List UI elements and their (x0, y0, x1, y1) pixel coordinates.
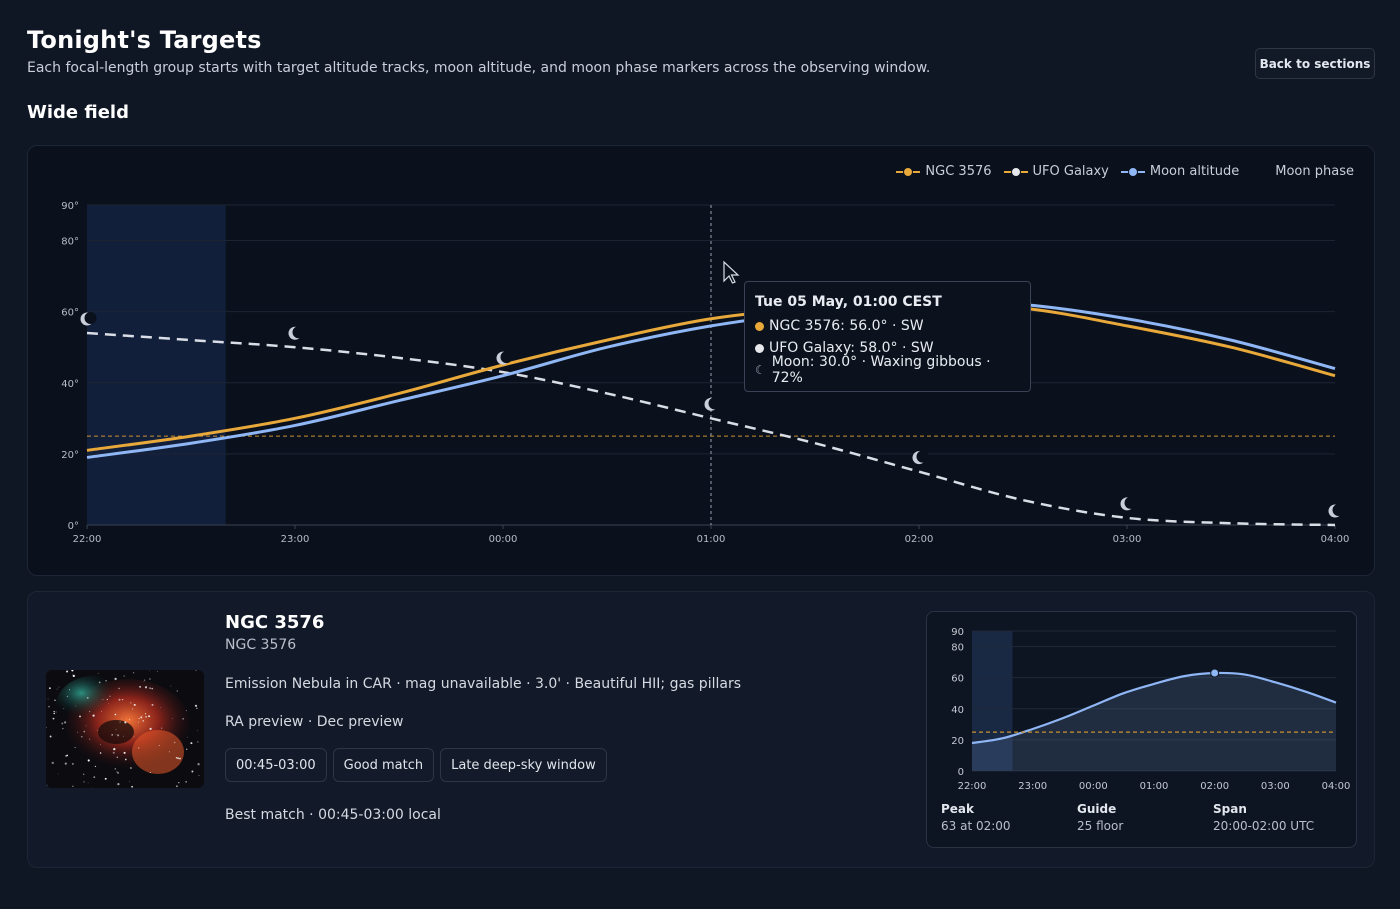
ufo-dot-icon (755, 343, 764, 353)
stat-label: Guide (1077, 802, 1117, 816)
tooltip-title: Tue 05 May, 01:00 CEST (755, 294, 942, 310)
crescent-moon-icon: ☾ (755, 363, 766, 377)
legend-label: Moon phase (1275, 164, 1354, 179)
altitude-area (972, 672, 1336, 771)
x-tick-label: 04:00 (1321, 534, 1350, 545)
x-tick-label: 02:00 (905, 534, 934, 545)
x-tick-label: 23:00 (281, 534, 310, 545)
moon-phase-shadow (292, 326, 305, 339)
moon-altitude-line (86, 331, 1336, 527)
x-tick-label: 23:00 (1018, 781, 1047, 792)
stat-span: Span 20:00-02:00 UTC (1213, 802, 1314, 833)
moon-phase-shadow (1124, 496, 1137, 509)
x-tick-label: 01:00 (1140, 781, 1169, 792)
chip-match-quality[interactable]: Good match (332, 748, 435, 782)
mini-altitude-chart[interactable]: 0 20 40 60 80 90 22:00 23:00 00:00 01:00 02:00 03:0… (927, 612, 1358, 849)
legend-label: NGC 3576 (925, 164, 992, 179)
target-chips: 00:45-03:00 Good match Late deep-sky win… (225, 748, 607, 782)
x-tick-label: 00:00 (489, 534, 518, 545)
y-tick-label: 0 (958, 767, 964, 778)
ufo-galaxy-line (86, 299, 1336, 459)
y-tick-label: 90 (951, 627, 964, 638)
x-tick-label: 02:00 (1200, 781, 1229, 792)
target-card-ngc-3576: NGC 3576 NGC 3576 Emission Nebula in CAR… (27, 591, 1375, 868)
target-name: NGC 3576 (225, 612, 325, 633)
legend-label: UFO Galaxy (1032, 164, 1109, 179)
moon-phase-shadow (84, 312, 97, 324)
legend-item-ngc-3576[interactable]: NGC 3576 (896, 164, 992, 179)
altitude-chart[interactable]: 0° 20° 40° 60° 80° 90° 22:00 23:00 00:00 01:00 02:… (28, 146, 1376, 577)
moon-phase-shadow (500, 351, 513, 364)
back-to-sections-button[interactable]: Back to sections (1255, 48, 1375, 79)
stat-value: 25 floor (1077, 819, 1124, 833)
x-tick-label: 03:00 (1113, 534, 1142, 545)
moon-phase-shadow (708, 397, 721, 410)
x-tick-label: 00:00 (1079, 781, 1108, 792)
page-subtitle: Each focal-length group starts with targ… (27, 60, 931, 76)
y-tick-label: 90° (61, 201, 79, 212)
target-alias: NGC 3576 (225, 637, 297, 653)
y-tick-label: 20° (61, 450, 79, 461)
moon-phase-shadow (1332, 504, 1345, 516)
legend-swatch-icon (1120, 166, 1145, 178)
ngc-3576-line (86, 303, 1336, 452)
x-tick-label: 22:00 (958, 781, 987, 792)
y-tick-label: 40° (61, 379, 79, 390)
y-tick-label: 60° (61, 308, 79, 319)
tooltip-ufo: UFO Galaxy: 58.0° · SW (769, 340, 934, 356)
x-tick-label: 03:00 (1261, 781, 1290, 792)
moon-phase-shadow (916, 450, 929, 463)
y-tick-label: 80° (61, 237, 79, 248)
y-tick-label: 20 (951, 736, 964, 747)
mini-altitude-card: 0 20 40 60 80 90 22:00 23:00 00:00 01:00 02:00 03:0… (926, 611, 1357, 848)
legend-label: Moon altitude (1149, 164, 1240, 179)
mouse-cursor-icon (723, 260, 740, 284)
chart-legend: NGC 3576 UFO Galaxy Moon altitude Moon p… (896, 164, 1354, 179)
y-tick-label: 60 (951, 674, 964, 685)
legend-item-moon-altitude[interactable]: Moon altitude (1120, 164, 1240, 179)
y-tick-label: 80 (951, 643, 964, 654)
legend-item-moon-phase[interactable]: Moon phase (1275, 164, 1354, 179)
stat-label: Span (1213, 802, 1247, 816)
stat-value: 63 at 02:00 (941, 819, 1011, 833)
x-tick-label: 01:00 (697, 534, 726, 545)
legend-swatch-icon (896, 166, 921, 178)
x-tick-label: 22:00 (73, 534, 102, 545)
target-thumbnail (46, 670, 204, 788)
altitude-chart-card: 0° 20° 40° 60° 80° 90° 22:00 23:00 00:00 01:00 02:… (27, 145, 1375, 576)
tooltip-ngc: NGC 3576: 56.0° · SW (769, 318, 924, 334)
altitude-line (971, 671, 1337, 745)
legend-item-ufo-galaxy[interactable]: UFO Galaxy (1003, 164, 1109, 179)
best-match-text: Best match · 00:45-03:00 local (225, 807, 441, 823)
page-title: Tonight's Targets (27, 26, 262, 54)
y-tick-label: 0° (68, 521, 79, 532)
stat-value: 20:00-02:00 UTC (1213, 819, 1315, 833)
chart-tooltip: Tue 05 May, 01:00 CEST NGC 3576: 56.0° ·… (744, 281, 1031, 392)
chip-window-type[interactable]: Late deep-sky window (440, 748, 607, 782)
x-tick-label: 04:00 (1322, 781, 1351, 792)
chip-time-window[interactable]: 00:45-03:00 (225, 748, 327, 782)
stat-peak: Peak 63 at 02:00 (941, 802, 1011, 833)
legend-swatch-icon (1003, 166, 1028, 178)
peak-marker (1210, 668, 1220, 678)
ngc-dot-icon (755, 321, 764, 331)
twilight-band (87, 205, 226, 525)
y-tick-label: 40 (951, 705, 964, 716)
target-description: Emission Nebula in CAR · mag unavailable… (225, 676, 741, 692)
twilight-band (972, 631, 1013, 771)
section-title: Wide field (27, 102, 129, 123)
stat-label: Peak (941, 802, 975, 816)
target-coordinates: RA preview · Dec preview (225, 714, 404, 730)
tooltip-moon: Moon: 30.0° · Waxing gibbous · 72% (771, 354, 991, 386)
stat-guide: Guide 25 floor (1077, 802, 1123, 833)
